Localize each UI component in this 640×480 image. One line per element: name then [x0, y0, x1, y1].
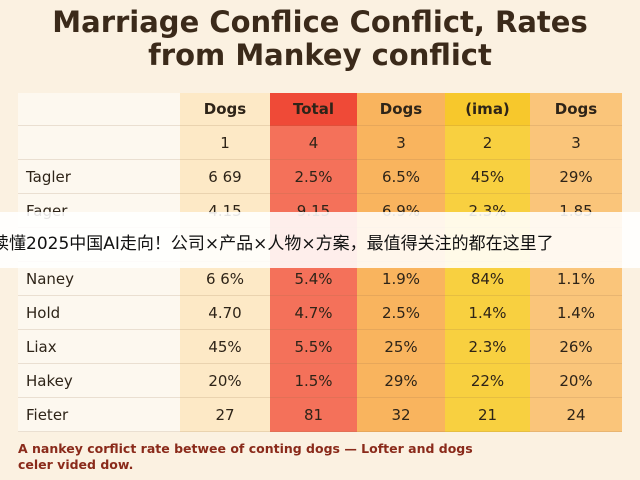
row-label: Liax: [18, 329, 180, 364]
row-label: Hold: [18, 295, 180, 330]
table-row: Hold 4.70 4.7% 2.5% 1.4% 1.4%: [18, 295, 622, 330]
table-cell: 29%: [530, 159, 622, 194]
table-cell: 1.5%: [270, 363, 357, 398]
table-row: Dogs Total Dogs (ima) Dogs: [18, 93, 622, 126]
table-cell: 2.5%: [270, 159, 357, 194]
overlay-banner[interactable]: 读懂2025中国AI走向！公司×产品×人物×方案，最值得关注的都在这里了: [0, 212, 640, 268]
table-cell: 1.4%: [445, 295, 530, 330]
table-row: Liax 45% 5.5% 25% 2.3% 26%: [18, 329, 622, 364]
table-cell: 26%: [530, 329, 622, 364]
row-label: Tagler: [18, 159, 180, 194]
footnote-line: celer vided dow.: [18, 457, 134, 472]
table-cell: 1.4%: [530, 295, 622, 330]
row-label: [18, 125, 180, 160]
row-label: Hakey: [18, 363, 180, 398]
footnote: A nankey corflict rate betwee of conting…: [18, 441, 473, 473]
table-cell: 25%: [357, 329, 445, 364]
title-line: Marriage Conflice Conflict, Rates: [52, 5, 588, 39]
table-cell: 45%: [180, 329, 270, 364]
table-row: Hakey 20% 1.5% 29% 22% 20%: [18, 363, 622, 398]
table-cell: 24: [530, 397, 622, 432]
title: Marriage Conflice Conflict, Rates from M…: [0, 6, 640, 72]
row-label: [18, 93, 180, 126]
table-cell: 4: [270, 125, 357, 160]
footnote-line: A nankey corflict rate betwee of conting…: [18, 441, 473, 456]
table-cell: (ima): [445, 93, 530, 126]
table-row: Tagler 6 69 2.5% 6.5% 45% 29%: [18, 159, 622, 194]
table-cell: Total: [270, 93, 357, 126]
table-cell: 1: [180, 125, 270, 160]
table-cell: 4.70: [180, 295, 270, 330]
table-cell: 2: [445, 125, 530, 160]
table-cell: Dogs: [357, 93, 445, 126]
table-cell: 3: [357, 125, 445, 160]
table-cell: 3: [530, 125, 622, 160]
table-cell: 32: [357, 397, 445, 432]
row-label: Fieter: [18, 397, 180, 432]
table-cell: 5.5%: [270, 329, 357, 364]
table-cell: 27: [180, 397, 270, 432]
table-cell: 81: [270, 397, 357, 432]
table-cell: 22%: [445, 363, 530, 398]
table-cell: 4.7%: [270, 295, 357, 330]
table-cell: 29%: [357, 363, 445, 398]
table-cell: 20%: [180, 363, 270, 398]
table-cell: 6.5%: [357, 159, 445, 194]
table-cell: 45%: [445, 159, 530, 194]
table-cell: 20%: [530, 363, 622, 398]
table-cell: Dogs: [530, 93, 622, 126]
table-cell: 2.3%: [445, 329, 530, 364]
title-line: from Mankey conflict: [148, 38, 492, 72]
table-cell: 2.5%: [357, 295, 445, 330]
table-cell: 6 69: [180, 159, 270, 194]
table-row: Fager 4.15 9.15 6.9% 2.3% 1.85: [18, 193, 622, 228]
banner-text[interactable]: 读懂2025中国AI走向！公司×产品×人物×方案，最值得关注的都在这里了: [0, 234, 554, 254]
table-cell: Dogs: [180, 93, 270, 126]
table-cell: 21: [445, 397, 530, 432]
table-row: Fieter 27 81 32 21 24: [18, 397, 622, 432]
